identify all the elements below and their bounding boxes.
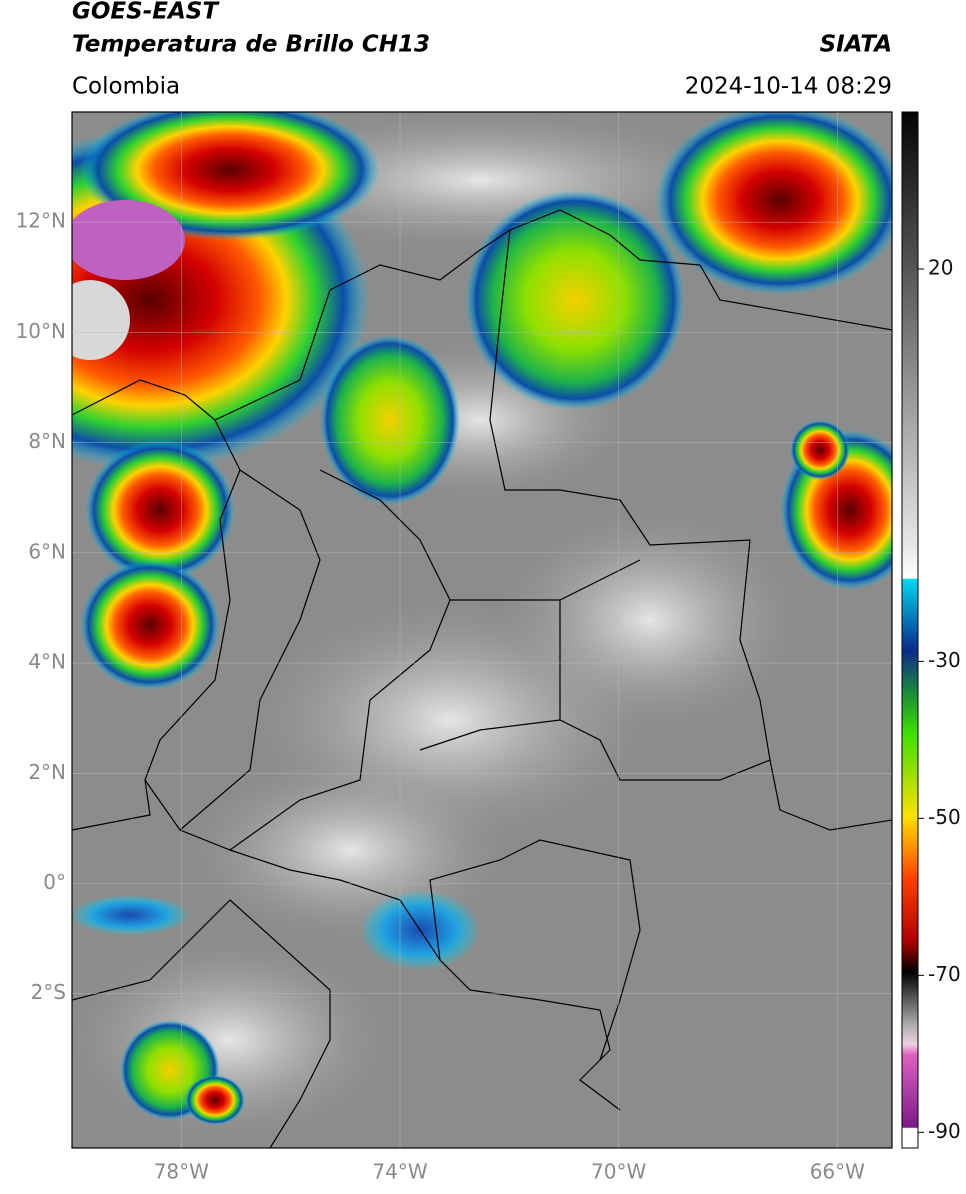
region: Colombia — [72, 74, 180, 100]
satellite-image — [72, 112, 892, 1148]
map-frame — [71, 111, 893, 1149]
title-line-1: GOES-EAST — [72, 0, 220, 25]
colorbar-tick-label: -70 — [928, 962, 961, 986]
title-line-2: Temperatura de Brillo CH13 — [72, 32, 430, 58]
lon-tick-label: 70°W — [591, 1160, 646, 1184]
colorbar-tick-label: 20 — [928, 255, 953, 279]
colorbar — [901, 111, 919, 1149]
lon-tick-label: 66°W — [810, 1160, 865, 1184]
lat-tick-label: 2°S — [31, 980, 66, 1004]
lat-tick-label: 8°N — [28, 429, 66, 453]
lon-tick-label: 74°W — [372, 1160, 427, 1184]
datetime: 2024-10-14 08:29 — [685, 74, 892, 100]
lat-tick-label: 10°N — [16, 319, 66, 343]
source: SIATA — [820, 32, 892, 58]
colorbar-tick-label: -30 — [928, 648, 961, 672]
lat-tick-label: 0° — [43, 870, 66, 894]
lat-tick-label: 6°N — [28, 539, 66, 563]
colorbar-tick-label: -50 — [928, 805, 961, 829]
lat-tick-label: 12°N — [16, 209, 66, 233]
lat-tick-label: 4°N — [28, 650, 66, 674]
colorbar-tick-label: -90 — [928, 1119, 961, 1143]
lon-tick-label: 78°W — [154, 1160, 209, 1184]
lat-tick-label: 2°N — [28, 760, 66, 784]
